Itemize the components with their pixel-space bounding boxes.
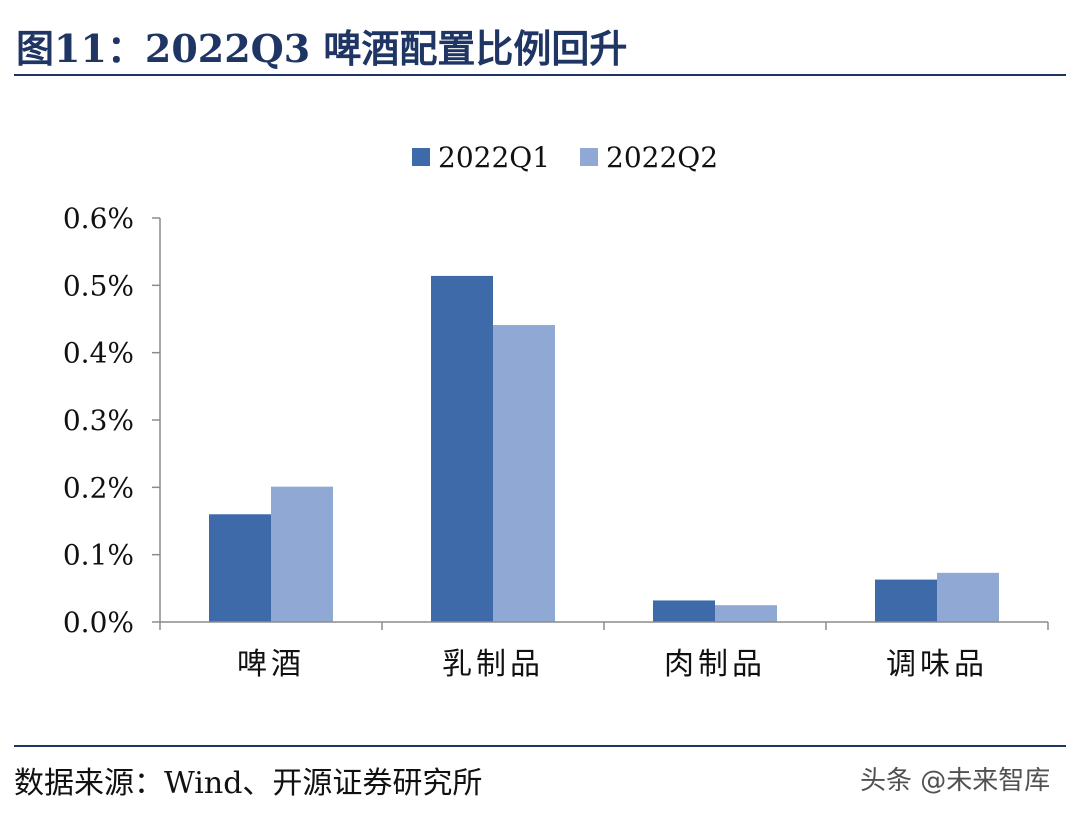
footer-divider — [14, 745, 1066, 747]
bar — [493, 325, 555, 622]
y-tick-label: 0.3% — [63, 404, 134, 437]
legend-label: 2022Q2 — [606, 141, 718, 174]
legend-swatch — [412, 148, 430, 166]
title-divider — [14, 74, 1066, 76]
bar — [875, 579, 937, 622]
legend-swatch — [580, 148, 598, 166]
y-tick-label: 0.4% — [63, 337, 134, 370]
y-tick-label: 0.5% — [63, 269, 134, 302]
x-tick-label: 啤酒 — [237, 647, 305, 682]
x-tick-label: 调味品 — [886, 647, 988, 682]
figure-title: 图11：2022Q3 啤酒配置比例回升 — [16, 26, 628, 71]
bar — [271, 486, 333, 622]
bar — [653, 600, 715, 622]
bar — [937, 572, 999, 622]
bar — [715, 605, 777, 622]
y-tick-label: 0.1% — [63, 539, 134, 572]
bar — [209, 514, 271, 622]
bar-chart: 2022Q1 2022Q2 0.0% 0.1% 0.2% 0.3% 0.4% 0.5% 0.6… — [63, 141, 1049, 682]
x-tick-label: 乳制品 — [442, 647, 544, 682]
legend-label: 2022Q1 — [438, 141, 550, 174]
x-axis: 啤酒 乳制品 肉制品 调味品 — [159, 621, 1049, 682]
y-tick-label: 0.0% — [63, 606, 134, 639]
x-tick-label: 肉制品 — [664, 647, 766, 682]
y-tick-label: 0.6% — [63, 202, 134, 235]
watermark: 头条 @未来智库 — [860, 760, 1050, 797]
legend: 2022Q1 2022Q2 — [412, 141, 718, 174]
bars — [209, 275, 999, 622]
data-source: 数据来源：Wind、开源证券研究所 — [14, 766, 483, 801]
watermark-text: 头条 @未来智库 — [860, 766, 1051, 796]
y-tick-label: 0.2% — [63, 471, 134, 504]
bar — [431, 275, 493, 622]
y-axis: 0.0% 0.1% 0.2% 0.3% 0.4% 0.5% 0.6% — [63, 202, 161, 639]
